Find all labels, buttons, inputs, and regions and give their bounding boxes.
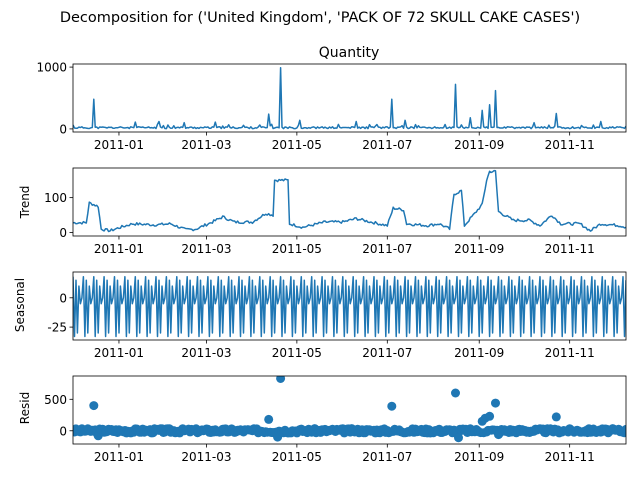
resid-point (454, 433, 463, 443)
y-tick-label: 0 (59, 424, 67, 438)
x-tick-label: 2011-01 (94, 138, 144, 152)
plot-area (73, 169, 626, 233)
x-tick-label: 2011-11 (545, 450, 595, 464)
plot-area (73, 66, 626, 130)
x-tick-label: 2011-09 (454, 450, 504, 464)
series-line (73, 66, 626, 130)
x-tick-label: 2011-05 (272, 346, 322, 360)
resid-panel: Resid 0 500 2011-01 2011-03 2011-05 2011-07 20… (18, 375, 627, 464)
y-tick-label: 0 (59, 291, 67, 305)
quantity-panel-title: Quantity (319, 45, 380, 61)
axes-frame (72, 271, 627, 341)
x-tick-label: 2011-07 (362, 138, 412, 152)
axes-frame (72, 167, 627, 237)
x-tick-label: 2011-05 (272, 450, 322, 464)
x-tick-label: 2011-01 (94, 346, 144, 360)
resid-point (485, 411, 495, 421)
resid-point (451, 388, 460, 398)
trend-ylabel: Trend (18, 186, 32, 220)
x-tick-label: 2011-05 (272, 242, 322, 256)
x-tick-label: 2011-03 (181, 242, 231, 256)
y-tick-label: 0 (59, 122, 67, 136)
x-tick-label: 2011-09 (454, 346, 504, 360)
figure-suptitle: Decomposition for ('United Kingdom', 'PA… (60, 10, 580, 26)
x-tick-label: 2011-03 (181, 138, 231, 152)
resid-point (621, 424, 626, 434)
x-tick-label: 2011-09 (454, 138, 504, 152)
y-tick-label: 100 (44, 191, 67, 205)
x-tick-label: 2011-07 (362, 346, 412, 360)
resid-point (387, 401, 397, 411)
seasonal-ylabel: Seasonal (13, 278, 27, 332)
trend-panel: Trend 0 100 2011-01 2011-03 2011-05 2011-07 20… (18, 167, 627, 256)
x-tick-label: 2011-09 (454, 242, 504, 256)
resid-point (89, 401, 99, 411)
y-tick-label: 0 (59, 226, 67, 240)
plot-area (73, 275, 626, 338)
axes-frame (72, 375, 627, 445)
resid-point (276, 376, 286, 383)
plot-area (73, 376, 626, 443)
x-tick-label: 2011-03 (181, 346, 231, 360)
x-tick-label: 2011-05 (272, 138, 322, 152)
x-tick-label: 2011-01 (94, 450, 144, 464)
y-tick-label: -25 (47, 321, 67, 335)
resid-point (264, 414, 274, 424)
series-line (73, 275, 626, 338)
y-tick-label: 500 (44, 393, 67, 407)
x-tick-label: 2011-03 (181, 450, 231, 464)
y-tick-label: 1000 (36, 61, 67, 75)
series-line (73, 169, 626, 233)
resid-point (551, 412, 561, 422)
resid-point (491, 398, 500, 408)
x-tick-label: 2011-11 (545, 138, 595, 152)
axes-frame (72, 63, 627, 133)
x-tick-label: 2011-07 (362, 450, 412, 464)
resid-ylabel: Resid (18, 392, 32, 424)
x-tick-label: 2011-07 (362, 242, 412, 256)
x-tick-label: 2011-01 (94, 242, 144, 256)
x-tick-label: 2011-11 (545, 242, 595, 256)
x-tick-label: 2011-11 (545, 346, 595, 360)
seasonal-panel: Seasonal 0 -25 2011-01 2011-03 2011-05 2011-0… (13, 271, 627, 360)
quantity-panel: Quantity 0 1000 2011-01 2011-03 2011-05 2011-… (36, 45, 627, 152)
